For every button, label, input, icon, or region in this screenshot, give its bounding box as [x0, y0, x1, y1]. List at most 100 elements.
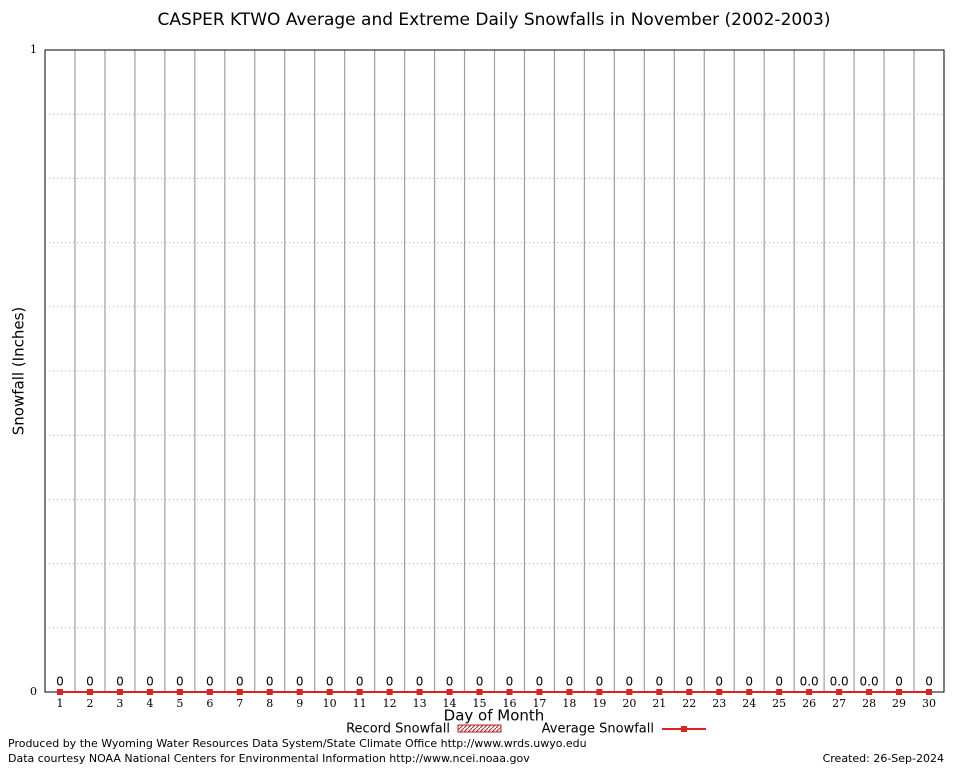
created-date: Created: 26-Sep-2024: [823, 752, 944, 765]
x-tick-label: 17: [532, 697, 546, 710]
line-marker: [326, 689, 333, 695]
line-marker: [476, 689, 483, 695]
data-label: 0: [536, 675, 544, 689]
x-tick-label: 25: [772, 697, 786, 710]
data-label: 0: [86, 675, 94, 689]
data-label: 0: [476, 675, 484, 689]
line-marker: [536, 689, 543, 695]
x-tick-label: 5: [176, 697, 183, 710]
data-label: 0: [176, 675, 184, 689]
data-label: 0: [266, 675, 274, 689]
x-tick-label: 9: [296, 697, 303, 710]
x-tick-label: 28: [862, 697, 876, 710]
legend-label: Record Snowfall: [346, 722, 450, 737]
data-label: 0: [56, 675, 64, 689]
data-label: 0: [206, 675, 214, 689]
line-marker: [386, 689, 393, 695]
line-marker: [446, 689, 453, 695]
x-tick-label: 7: [236, 697, 243, 710]
data-label: 0: [775, 675, 783, 689]
legend-label: Average Snowfall: [542, 722, 654, 737]
x-tick-label: 29: [892, 697, 906, 710]
data-label: 0: [506, 675, 514, 689]
line-marker: [626, 689, 633, 695]
x-tick-label: 20: [622, 697, 636, 710]
line-marker: [776, 689, 783, 695]
x-tick-label: 22: [682, 697, 696, 710]
line-marker: [506, 689, 513, 695]
data-label: 0.0: [860, 675, 879, 689]
line-marker: [716, 689, 723, 695]
x-tick-label: 26: [802, 697, 816, 710]
x-tick-label: 2: [86, 697, 93, 710]
data-label: 0: [116, 675, 124, 689]
line-marker: [566, 689, 573, 695]
data-label: 0: [596, 675, 604, 689]
line-marker: [866, 689, 873, 695]
x-tick-label: 14: [443, 697, 457, 710]
legend-marker: [681, 726, 687, 732]
x-tick-label: 21: [652, 697, 666, 710]
data-label: 0: [685, 675, 693, 689]
line-marker: [206, 689, 213, 695]
y-tick-label: 0: [30, 685, 37, 698]
data-label: 0.0: [800, 675, 819, 689]
chart-title: CASPER KTWO Average and Extreme Daily Sn…: [158, 10, 831, 30]
line-marker: [266, 689, 273, 695]
line-marker: [86, 689, 93, 695]
x-tick-label: 8: [266, 697, 273, 710]
x-axis-label: Day of Month: [444, 707, 545, 725]
data-label: 0: [326, 675, 334, 689]
data-label: 0: [566, 675, 574, 689]
data-label: 0: [715, 675, 723, 689]
x-tick-label: 10: [323, 697, 337, 710]
x-tick-label: 13: [413, 697, 427, 710]
y-tick-label: 1: [30, 43, 37, 56]
line-marker: [806, 689, 813, 695]
line-marker: [296, 689, 303, 695]
line-marker: [146, 689, 153, 695]
line-marker: [176, 689, 183, 695]
y-axis-label: Snowfall (Inches): [10, 307, 28, 435]
data-label: 0: [925, 675, 933, 689]
x-tick-label: 15: [473, 697, 487, 710]
line-marker: [836, 689, 843, 695]
data-label: 0: [416, 675, 424, 689]
x-tick-label: 6: [206, 697, 213, 710]
data-label: 0: [146, 675, 154, 689]
x-tick-label: 24: [742, 697, 756, 710]
x-tick-label: 30: [922, 697, 936, 710]
data-label: 0: [386, 675, 394, 689]
footer-text: Data courtesy NOAA National Centers for …: [8, 752, 530, 765]
x-tick-label: 18: [562, 697, 576, 710]
data-label: 0: [446, 675, 454, 689]
line-marker: [656, 689, 663, 695]
data-label: 0: [356, 675, 364, 689]
x-tick-label: 23: [712, 697, 726, 710]
line-marker: [416, 689, 423, 695]
data-label: 0: [626, 675, 634, 689]
data-label: 0: [296, 675, 304, 689]
line-marker: [746, 689, 753, 695]
x-tick-label: 4: [146, 697, 153, 710]
x-tick-label: 12: [383, 697, 397, 710]
data-label: 0.0: [830, 675, 849, 689]
line-marker: [116, 689, 123, 695]
x-tick-label: 27: [832, 697, 846, 710]
data-label: 0: [236, 675, 244, 689]
legend-swatch: [457, 724, 502, 733]
line-marker: [596, 689, 603, 695]
data-label: 0: [745, 675, 753, 689]
x-tick-label: 19: [592, 697, 606, 710]
footer-text: Produced by the Wyoming Water Resources …: [8, 737, 587, 750]
data-label: 0: [895, 675, 903, 689]
x-tick-label: 11: [353, 697, 367, 710]
line-marker: [896, 689, 903, 695]
line-marker: [56, 689, 63, 695]
x-tick-label: 16: [502, 697, 516, 710]
x-tick-label: 3: [116, 697, 123, 710]
x-tick-label: 1: [56, 697, 63, 710]
line-marker: [686, 689, 693, 695]
data-label: 0: [655, 675, 663, 689]
